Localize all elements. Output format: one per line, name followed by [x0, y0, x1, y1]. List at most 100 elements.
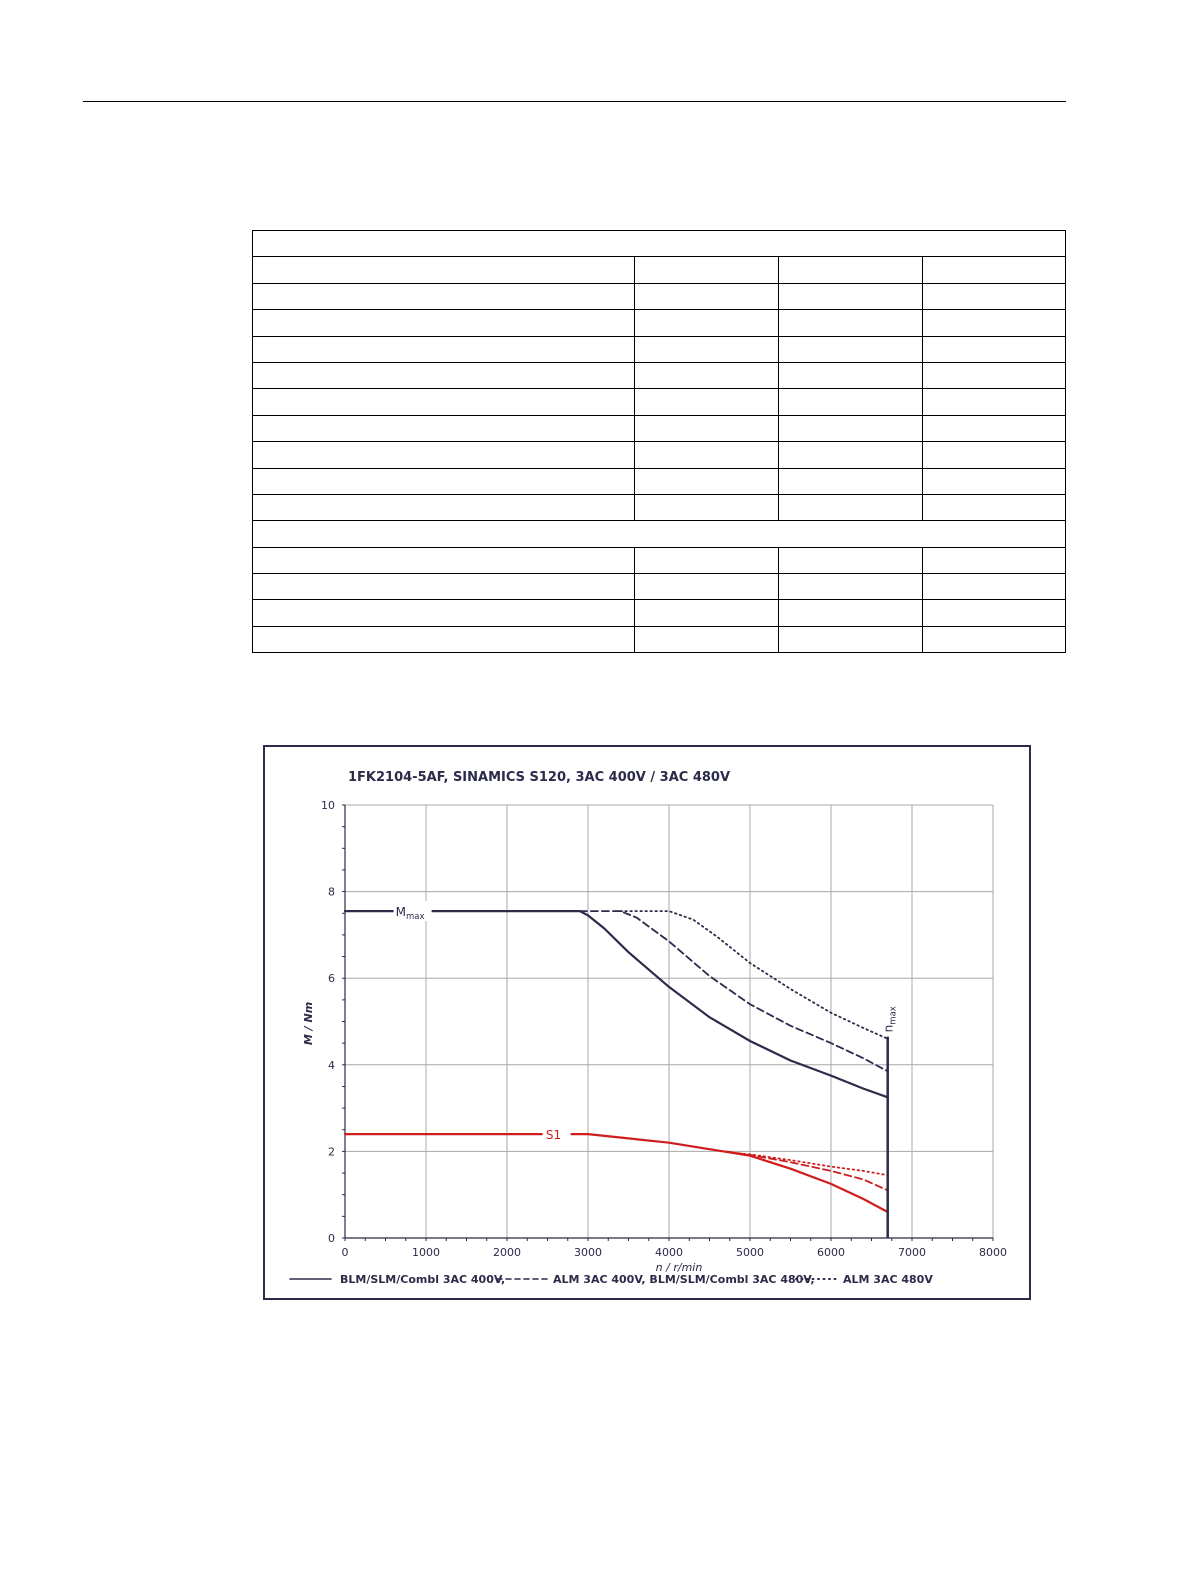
table-cell: [922, 256, 1066, 284]
table-cell: [634, 361, 779, 390]
y-tick-label: 4: [328, 1059, 335, 1072]
table-cell: [252, 573, 635, 601]
table-cell: [922, 282, 1066, 311]
table-cell: [778, 467, 923, 495]
table-cell: [252, 441, 635, 469]
axes: 0 1000 2000 3000 4000 5000 6000 7000 8000 0 2 4 6 8 10…: [302, 799, 1007, 1274]
table-cell: [252, 546, 635, 575]
x-tick-label: 5000: [736, 1246, 764, 1259]
torque-speed-chart: 1FK2104-5AF, SINAMICS S120, 3AC 400V / 3…: [289, 770, 1007, 1286]
table-cell: [252, 467, 635, 495]
y-tick-label: 0: [328, 1232, 335, 1245]
s1-dashed-series: [724, 1150, 889, 1192]
table-row: [252, 467, 1066, 495]
legend: BLM/SLM/Combl 3AC 400V, ALM 3AC 400V, BLM…: [289, 1273, 933, 1286]
nmax-label: nmax: [882, 1006, 899, 1032]
table-cell: [778, 599, 923, 627]
s1-label-bg: [542, 1125, 571, 1144]
nmax-subscript: max: [889, 1006, 899, 1025]
table-cell: [634, 599, 779, 627]
table-cell: [252, 335, 635, 363]
table-row: [252, 599, 1066, 627]
table-cell: [922, 493, 1066, 522]
table-cell: [922, 599, 1066, 627]
table-cell: [634, 493, 779, 522]
table-cell: [252, 493, 635, 522]
y-tick-label: 6: [328, 972, 335, 985]
table-row: [252, 441, 1066, 469]
table-row: [252, 335, 1066, 363]
table-row: [252, 625, 1066, 654]
s1-dotted-series: [732, 1151, 889, 1177]
table-cell: [778, 256, 923, 284]
table-cell: [634, 256, 779, 284]
table-cell: [922, 361, 1066, 390]
table-cell: [252, 309, 635, 337]
header-rule: [83, 101, 1066, 102]
y-axis-label: M / Nm: [302, 1002, 315, 1045]
table-cell: [634, 388, 779, 416]
table-cell: [922, 335, 1066, 363]
table-cell: [252, 282, 635, 311]
table-cell: [634, 546, 779, 575]
mmax-solid-series: [343, 910, 889, 1099]
y-tick-label: 8: [328, 886, 335, 899]
legend-label-solid: BLM/SLM/Combl 3AC 400V,: [340, 1273, 505, 1286]
table-cell: [922, 573, 1066, 601]
table-cell: [778, 282, 923, 311]
table-row: [252, 493, 1066, 522]
y-tick-label: 2: [328, 1145, 335, 1158]
table-row: [252, 282, 1066, 311]
x-axis-label: n / r/min: [656, 1261, 703, 1274]
table-cell: [634, 441, 779, 469]
x-tick-label: 7000: [898, 1246, 926, 1259]
table-cell: [922, 467, 1066, 495]
x-tick-label: 6000: [817, 1246, 845, 1259]
legend-label-dashed: ALM 3AC 400V, BLM/SLM/Combl 3AC 480V,: [553, 1273, 815, 1286]
table-cell: [778, 414, 923, 443]
table-cell: [252, 520, 1066, 548]
table-cell: [634, 467, 779, 495]
series: [343, 910, 889, 1214]
table-cell: [922, 625, 1066, 654]
table-row: [252, 361, 1066, 390]
chart-title: 1FK2104-5AF, SINAMICS S120, 3AC 400V / 3…: [348, 770, 730, 785]
table-cell: [252, 625, 635, 654]
x-tick-label: 3000: [574, 1246, 602, 1259]
table-cell: [634, 309, 779, 337]
x-tick-label: 1000: [412, 1246, 440, 1259]
mmax-label-bg: [393, 901, 432, 922]
table-cell: [922, 414, 1066, 443]
table-cell: [922, 441, 1066, 469]
mmax-dashed-series: [578, 910, 889, 1073]
table-cell: [778, 441, 923, 469]
table-row: [252, 388, 1066, 416]
mmax-subscript: max: [406, 912, 425, 922]
table-row: [252, 256, 1066, 284]
table-cell: [778, 573, 923, 601]
spec-table: [252, 229, 1066, 654]
table-cell: [252, 229, 1066, 258]
legend-label-dotted: ALM 3AC 480V: [843, 1273, 933, 1286]
table-row: [252, 309, 1066, 337]
table-row: [252, 546, 1066, 575]
table-cell: [922, 546, 1066, 575]
y-tick-label: 10: [321, 799, 335, 812]
table-cell: [252, 256, 635, 284]
table-cell: [778, 335, 923, 363]
table-row: [252, 414, 1066, 443]
table-cell: [778, 546, 923, 575]
table-cell: [778, 625, 923, 654]
x-tick-label: 2000: [493, 1246, 521, 1259]
table-cell: [252, 599, 635, 627]
mmax-dotted-series: [619, 910, 889, 1040]
table-cell: [922, 309, 1066, 337]
table-section-row: [252, 520, 1066, 548]
x-tick-label: 8000: [979, 1246, 1007, 1259]
table-row: [252, 573, 1066, 601]
table-cell: [634, 573, 779, 601]
table-cell: [252, 414, 635, 443]
grid: [344, 804, 994, 1239]
table-cell: [634, 625, 779, 654]
